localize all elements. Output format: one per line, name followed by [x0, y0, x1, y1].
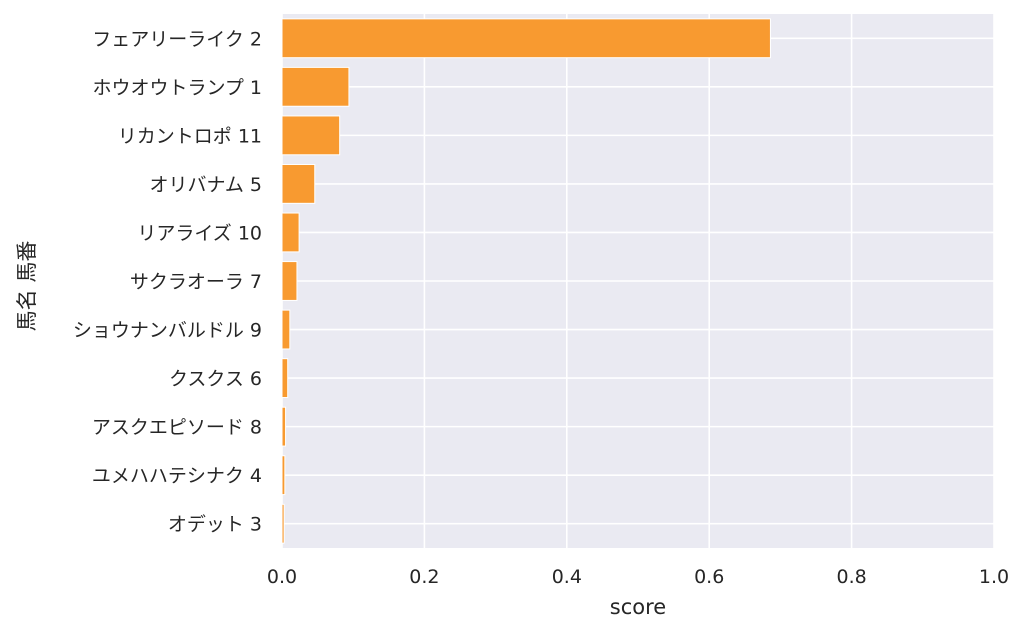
x-tick-label: 1.0: [979, 566, 1009, 588]
x-tick-label: 0.6: [694, 566, 724, 588]
y-tick-label: クスクス 6: [169, 368, 262, 390]
y-tick-label: オデット 3: [168, 514, 262, 536]
y-tick-label: リカントロポ 11: [118, 125, 262, 147]
bar: [281, 455, 286, 496]
bar: [281, 406, 287, 447]
x-tick-label: 0.8: [836, 566, 866, 588]
y-axis-label: 馬名 馬番: [15, 241, 39, 332]
x-tick-label: 0.2: [409, 566, 439, 588]
bar: [281, 212, 300, 253]
x-tick-label: 0.0: [267, 566, 297, 588]
bar: [281, 358, 289, 399]
y-tick-labels: フェアリーライク 2 ホウオウトランプ 1 リカントロポ 11 オリバナム 5 リアライ…: [73, 28, 262, 535]
x-tick-label: 0.4: [552, 566, 582, 588]
bar: [281, 163, 316, 204]
y-tick-label: リアライズ 10: [137, 222, 262, 244]
x-axis-label: score: [610, 595, 666, 619]
y-tick-label: オリバナム 5: [149, 174, 262, 196]
bar: [281, 309, 291, 350]
x-tick-labels: 0.0 0.2 0.4 0.6 0.8 1.0: [267, 566, 1009, 588]
y-tick-label: アスクエピソード 8: [92, 417, 262, 439]
grid-lines: [281, 14, 995, 548]
y-tick-label: フェアリーライク 2: [92, 28, 262, 50]
bar: [281, 66, 350, 107]
y-tick-label: ユメハハテシナク 4: [92, 465, 262, 487]
bar: [281, 115, 341, 156]
y-tick-label: ホウオウトランプ 1: [92, 77, 262, 99]
bar: [281, 18, 771, 59]
bars: [281, 18, 771, 544]
y-tick-label: サクラオーラ 7: [130, 271, 262, 293]
bar: [281, 503, 285, 544]
y-tick-label: ショウナンバルドル 9: [73, 320, 262, 342]
bar: [281, 261, 298, 301]
